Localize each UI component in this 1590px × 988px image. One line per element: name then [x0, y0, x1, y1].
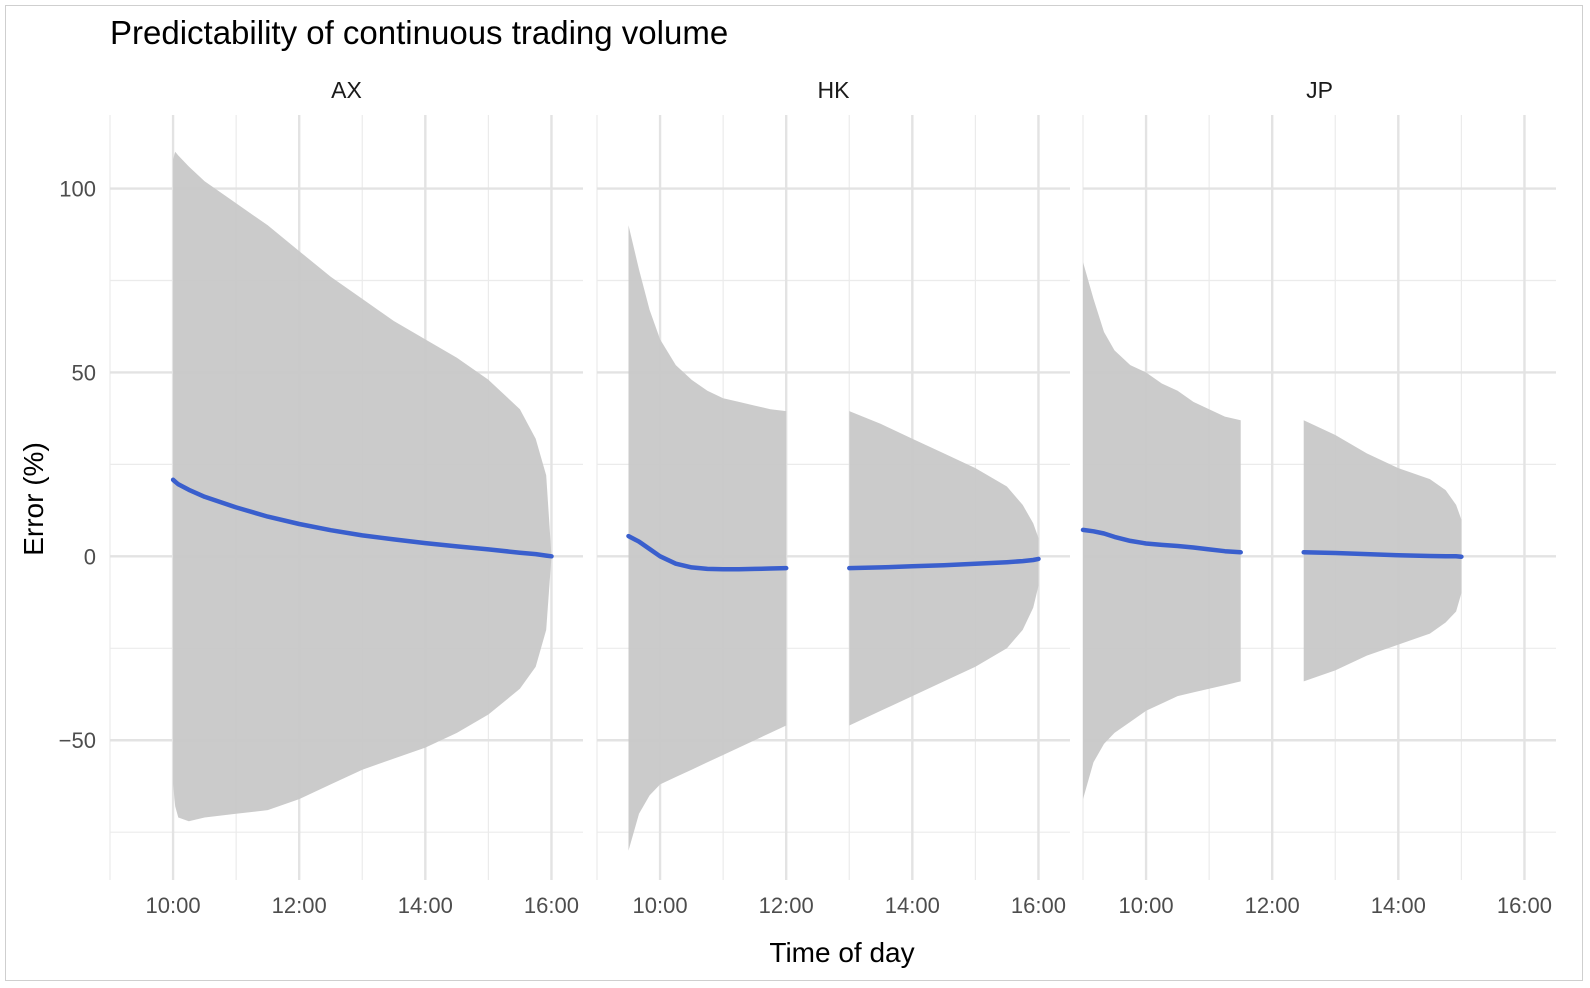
mean-error-line [1301, 550, 1464, 559]
chart-title: Predictability of continuous trading vol… [110, 14, 728, 51]
panel-jp: JP 10:00 12:00 14:00 16:00 [1080, 77, 1556, 918]
panel-strip-label: AX [331, 77, 362, 103]
y-tick-label: 50 [72, 360, 96, 385]
panel-ax: AX 10:00 12:00 14:00 16:00 [109, 77, 583, 918]
mean-error-line [847, 556, 1041, 571]
x-tick-label: 10:00 [1119, 893, 1174, 918]
confidence-band [173, 151, 552, 822]
x-tick-label: 10:00 [633, 893, 688, 918]
confidence-band [849, 411, 1039, 726]
x-tick-label: 12:00 [759, 893, 814, 918]
panel-strip-label: JP [1306, 77, 1333, 103]
x-tick-label: 16:00 [1011, 893, 1066, 918]
x-tick-label: 10:00 [146, 893, 201, 918]
confidence-band [1083, 262, 1241, 800]
mean-error-line [626, 533, 789, 572]
x-tick-label: 16:00 [524, 893, 579, 918]
x-tick-label: 12:00 [1245, 893, 1300, 918]
x-tick-label: 14:00 [1371, 893, 1426, 918]
confidence-band [1303, 420, 1462, 682]
x-axis-title: Time of day [769, 937, 914, 968]
y-tick-label: 100 [59, 177, 96, 202]
panels-layer: AX 10:00 12:00 14:00 16:00 HK 10:00 12:00 14:00 1… [109, 77, 1556, 918]
x-tick-label: 14:00 [398, 893, 453, 918]
panel-strip-label: HK [818, 77, 851, 103]
panel-hk: HK 10:00 12:00 14:00 16:00 [596, 77, 1070, 918]
confidence-band [628, 225, 787, 851]
y-tick-label: −50 [59, 728, 96, 753]
mean-error-line [170, 477, 554, 559]
y-axis-title: Error (%) [18, 442, 49, 556]
x-tick-label: 14:00 [885, 893, 940, 918]
y-tick-label: 0 [84, 544, 96, 569]
mean-error-line [1080, 527, 1243, 555]
x-tick-label: 16:00 [1497, 893, 1552, 918]
x-tick-label: 12:00 [272, 893, 327, 918]
chart-frame [5, 5, 1583, 981]
